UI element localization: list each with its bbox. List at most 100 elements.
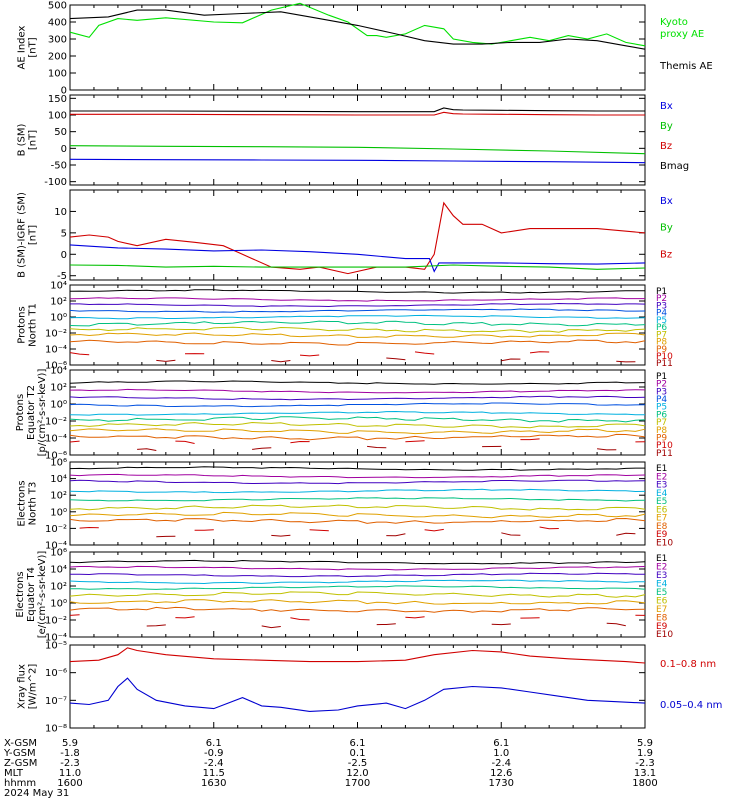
- flux-line: [69, 466, 645, 471]
- y-tick-label: 10⁻⁸: [45, 724, 67, 735]
- flux-line: [69, 421, 646, 429]
- y-tick-label: 10⁻²: [45, 616, 67, 627]
- y-tick-label: 10⁻⁴: [45, 541, 67, 552]
- footer-value: 1800: [632, 778, 657, 789]
- y-axis-label: AE Index: [17, 25, 28, 69]
- legend-entry: E9: [656, 622, 668, 632]
- series-line: [69, 244, 646, 273]
- flux-line: [367, 445, 387, 449]
- y-axis-label: [nT]: [28, 130, 39, 150]
- y-axis-label: Equator T4: [26, 567, 37, 622]
- footer-row-label: hhmm: [4, 778, 36, 789]
- footer-value: 13.1: [634, 768, 656, 779]
- y-tick-label: 10²: [50, 297, 67, 308]
- y-tick-label: 10⁰: [50, 599, 67, 610]
- y-axis-label: North T1: [28, 303, 39, 347]
- legend-entry: E6: [656, 596, 668, 606]
- y-axis-label: Equator T2: [26, 385, 37, 440]
- legend-entry: By: [660, 121, 673, 132]
- panel-frame: [69, 461, 646, 546]
- legend-entry: P11: [656, 449, 673, 459]
- footer-value: -2.4: [204, 758, 224, 769]
- flux-line: [252, 447, 272, 450]
- footer-value: 1630: [201, 778, 226, 789]
- legend-entry: Bx: [660, 101, 673, 112]
- flux-line: [261, 625, 281, 629]
- legend-entry: E7: [656, 514, 667, 524]
- flux-line: [69, 606, 646, 613]
- flux-line: [606, 622, 626, 627]
- series-line: [69, 145, 646, 155]
- legend-entry: P9: [656, 345, 667, 355]
- series-line: [70, 111, 645, 116]
- flux-line: [616, 532, 636, 536]
- legend-entry: P11: [656, 359, 673, 369]
- y-tick-label: 10⁻⁵: [45, 641, 67, 652]
- series-line: [69, 647, 646, 664]
- y-tick-label: 5: [61, 228, 67, 239]
- footer-value: 11.5: [203, 768, 225, 779]
- flux-line: [69, 339, 646, 346]
- legend-entry: P9: [656, 433, 667, 443]
- y-tick-label: 10⁻⁶: [45, 361, 67, 372]
- legend-entry: E10: [656, 630, 673, 640]
- y-axis-label: Electrons: [17, 480, 28, 526]
- y-tick-label: 100: [48, 111, 67, 122]
- flux-line: [69, 326, 646, 333]
- legend-entry: Kyoto: [660, 17, 688, 28]
- footer-value: 6.1: [350, 738, 366, 749]
- flux-line: [539, 526, 559, 530]
- footer-value: 1.9: [637, 748, 653, 759]
- flux-line: [69, 380, 646, 385]
- legend-entry: By: [660, 223, 673, 234]
- footer-row-label: Z-GSM: [4, 758, 37, 769]
- flux-line: [386, 357, 406, 361]
- flux-line: [299, 354, 320, 357]
- y-axis-label: Electrons: [15, 571, 26, 617]
- y-tick-label: 10⁻²: [45, 329, 67, 340]
- flux-line: [405, 616, 425, 619]
- y-tick-label: 10⁻⁴: [45, 633, 67, 644]
- footer-value: 0.1: [350, 748, 366, 759]
- y-axis-label: [nT]: [28, 225, 39, 245]
- legend-entry: P7: [656, 418, 667, 428]
- y-tick-label: -100: [44, 177, 67, 188]
- legend-entry: E8: [656, 522, 668, 532]
- y-axis-label: North T3: [28, 482, 39, 526]
- legend-entry: P5: [656, 316, 667, 326]
- flux-line: [69, 308, 646, 313]
- legend-entry: E3: [656, 571, 667, 581]
- footer-row-label: X-GSM: [4, 738, 37, 749]
- y-tick-label: 10⁻⁴: [45, 345, 67, 356]
- y-tick-label: 10²: [50, 582, 67, 593]
- series-line: [69, 677, 646, 712]
- legend-entry: proxy AE: [660, 29, 704, 40]
- footer-value: -0.9: [204, 748, 224, 759]
- flux-line: [309, 529, 329, 532]
- y-tick-label: 10⁻²: [45, 417, 67, 428]
- footer-value: -2.3: [60, 758, 80, 769]
- flux-line: [69, 497, 646, 502]
- footer-row-label: MLT: [4, 768, 24, 779]
- legend-entry: E5: [656, 588, 667, 598]
- legend-entry: E5: [656, 497, 667, 507]
- footer-value: -2.3: [635, 758, 655, 769]
- y-tick-label: 500: [48, 1, 67, 12]
- legend-entry: P3: [656, 301, 667, 311]
- y-tick-label: -5: [57, 271, 67, 282]
- series-line: [69, 158, 646, 164]
- legend-entry: P10: [656, 441, 673, 451]
- flux-line: [529, 351, 550, 354]
- footer-value: 1600: [57, 778, 82, 789]
- y-tick-label: 10⁻⁴: [45, 434, 67, 445]
- y-tick-label: 100: [48, 69, 67, 80]
- flux-line: [137, 448, 157, 451]
- flux-line: [69, 416, 646, 423]
- legend-entry: E6: [656, 505, 668, 515]
- y-tick-label: 10⁰: [50, 313, 67, 324]
- flux-line: [69, 579, 645, 585]
- y-axis-label: Xray flux: [17, 664, 28, 709]
- flux-line: [501, 358, 521, 362]
- flux-line: [69, 428, 646, 435]
- series-line: [69, 9, 646, 50]
